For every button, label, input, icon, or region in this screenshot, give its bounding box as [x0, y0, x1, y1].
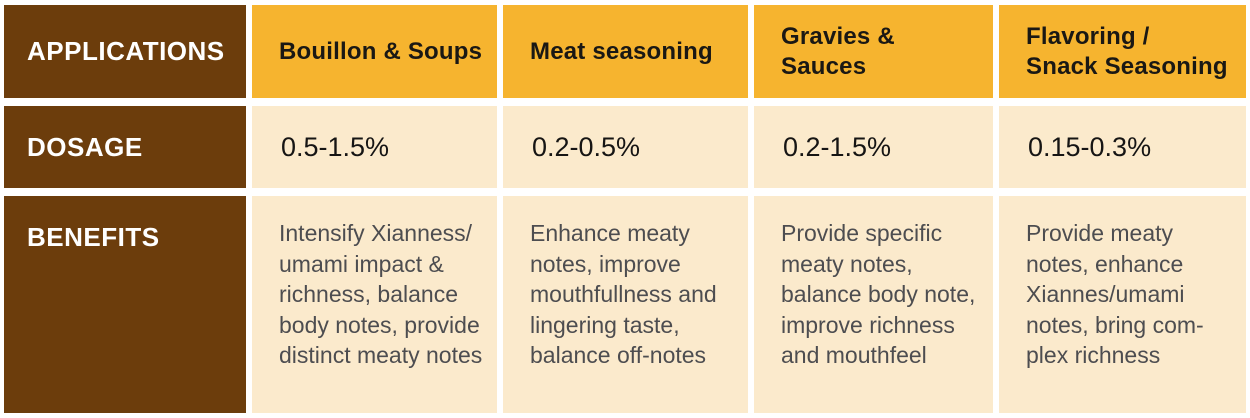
benefits-text-flavoring-snack-seasoning: Provide meaty notes, enhance Xiannes/uma…	[999, 196, 1246, 413]
application-header-meat-seasoning: Meat seasoning	[503, 5, 748, 98]
benefits-text-meat-seasoning: Enhance meaty notes, improve mouthfullne…	[503, 196, 748, 413]
dosage-value-flavoring-snack-seasoning: 0.15-0.3%	[999, 106, 1246, 188]
dosage-value-gravies-sauces: 0.2-1.5%	[754, 106, 993, 188]
dosage-value-bouillon-soups: 0.5-1.5%	[252, 106, 497, 188]
benefits-text-gravies-sauces: Provide specific meaty notes, balance bo…	[754, 196, 993, 413]
dosage-value-meat-seasoning: 0.2-0.5%	[503, 106, 748, 188]
application-header-bouillon-soups: Bouillon & Soups	[252, 5, 497, 98]
row-header-applications: APPLICATIONS	[4, 5, 246, 98]
benefits-text-bouillon-soups: Intensify Xianness/ umami impact & richn…	[252, 196, 497, 413]
application-header-gravies-sauces: Gravies & Sauces	[754, 5, 993, 98]
row-header-dosage: DOSAGE	[4, 106, 246, 188]
application-header-flavoring-snack-seasoning: Flavoring / Snack Seasoning	[999, 5, 1246, 98]
row-header-benefits: BENEFITS	[4, 196, 246, 413]
